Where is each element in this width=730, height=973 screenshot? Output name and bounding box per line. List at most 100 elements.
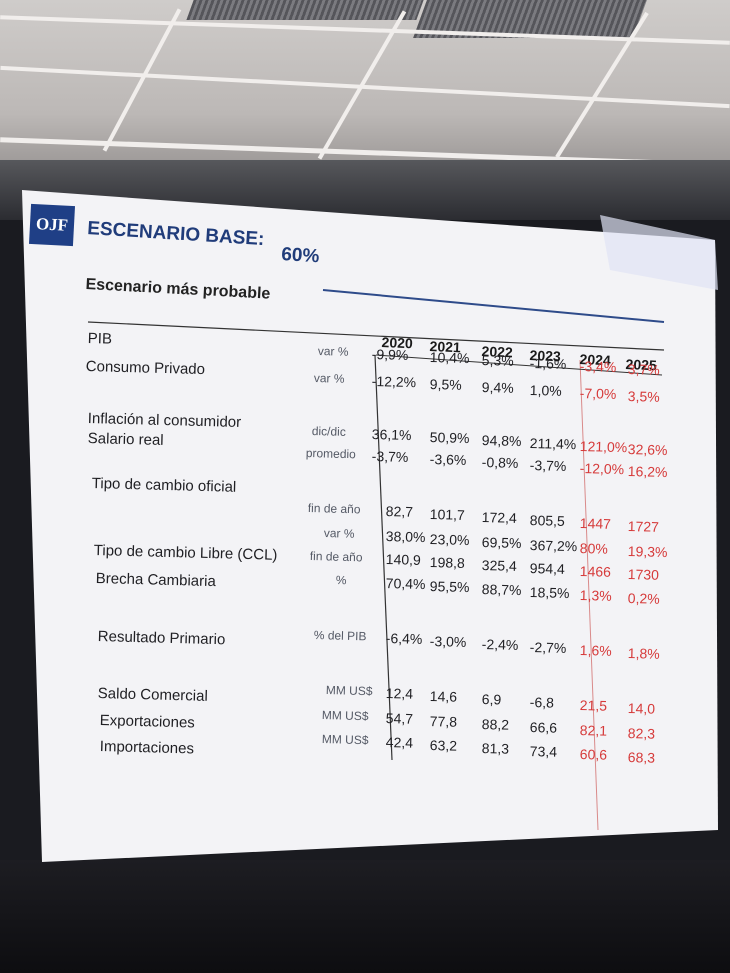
row-label: Consumo Privado xyxy=(85,358,206,379)
row-unit: promedio xyxy=(305,446,357,462)
row-unit: MM US$ xyxy=(321,732,369,748)
table-cell: 367,2% xyxy=(529,537,578,555)
table-cell: -7,0% xyxy=(579,385,617,402)
table-cell: 68,3 xyxy=(627,749,656,766)
row-unit: dic/dic xyxy=(311,424,347,439)
table-cell: 12,4 xyxy=(385,685,414,702)
table-cell: 82,7 xyxy=(385,503,414,520)
table-cell: 0,2% xyxy=(627,590,660,607)
table-cell: -3,7% xyxy=(371,448,409,465)
table-cell: 88,7% xyxy=(481,581,522,599)
table-cell: 21,5 xyxy=(579,697,608,714)
table-cell: -3,4% xyxy=(579,358,617,375)
table-cell: 95,5% xyxy=(429,578,470,596)
table-cell: -9,9% xyxy=(371,346,409,363)
table-cell: 63,2 xyxy=(429,737,458,754)
table-cell: 1447 xyxy=(579,515,612,532)
table-cell: 82,3 xyxy=(627,725,656,742)
table-cell: 42,4 xyxy=(385,734,414,751)
table-cell: -6,8 xyxy=(529,694,555,711)
ceiling xyxy=(0,0,730,190)
table-cell: 325,4 xyxy=(481,557,518,574)
table-cell: 94,8% xyxy=(481,432,522,450)
slide-percent: 60% xyxy=(280,244,320,268)
table-cell: 9,4% xyxy=(481,379,514,396)
table-cell: 1,0% xyxy=(529,382,562,399)
row-unit: % del PIB xyxy=(313,628,367,644)
audience-area xyxy=(0,860,730,973)
table-cell: 1466 xyxy=(579,563,612,580)
table-cell: 80% xyxy=(579,540,609,557)
row-label: Importaciones xyxy=(99,738,195,758)
table-cell: 805,5 xyxy=(529,512,566,529)
table-cell: 23,0% xyxy=(429,531,470,549)
table-cell: 1730 xyxy=(627,566,660,583)
table-cell: 32,6% xyxy=(627,441,668,459)
table-cell: 3,7% xyxy=(627,361,660,378)
glare xyxy=(600,215,718,290)
logo: OJF xyxy=(28,203,76,247)
row-label: Salario real xyxy=(87,430,164,449)
table-cell: -6,4% xyxy=(385,630,423,647)
table-cell: 77,8 xyxy=(429,713,458,730)
row-unit: var % xyxy=(317,344,349,359)
row-label: PIB xyxy=(87,330,113,348)
table-cell: 70,4% xyxy=(385,575,426,593)
row-label: Exportaciones xyxy=(99,712,196,732)
table-cell: 211,4% xyxy=(529,435,577,453)
row-label: Brecha Cambiaria xyxy=(95,570,217,591)
table-cell: 5,3% xyxy=(481,352,514,369)
table-cell: -12,0% xyxy=(579,460,625,478)
table-divider xyxy=(374,354,393,761)
row-unit: fin de año xyxy=(307,501,361,517)
table-cell: 954,4 xyxy=(529,560,566,577)
title-underline xyxy=(322,289,665,323)
table-cell: 121,0% xyxy=(579,438,628,456)
table-cell: 1,8% xyxy=(627,645,660,662)
table-top-rule xyxy=(87,321,665,351)
table-cell: 81,3 xyxy=(481,740,510,757)
table-cell: 69,5% xyxy=(481,534,522,552)
row-label: Saldo Comercial xyxy=(97,685,209,705)
table-cell: 1,6% xyxy=(579,642,612,659)
table-cell: 14,0 xyxy=(627,700,656,717)
projection-divider xyxy=(579,359,599,831)
table-cell: 140,9 xyxy=(385,551,422,568)
table-cell: 19,3% xyxy=(627,543,668,561)
table-cell: -1,6% xyxy=(529,355,567,372)
table-cell: 82,1 xyxy=(579,722,608,739)
table-cell: -3,6% xyxy=(429,451,467,468)
row-unit: MM US$ xyxy=(321,708,369,724)
table-cell: 9,5% xyxy=(429,376,462,393)
table-cell: 60,6 xyxy=(579,746,608,763)
row-unit: MM US$ xyxy=(325,683,373,699)
table-cell: 1727 xyxy=(627,518,660,535)
table-cell: 16,2% xyxy=(627,463,668,481)
table-cell: 36,1% xyxy=(371,426,412,444)
table-cell: 6,9 xyxy=(481,691,502,708)
row-unit: % xyxy=(335,573,347,588)
row-unit: var % xyxy=(313,371,345,386)
year-rule xyxy=(375,354,663,376)
table-cell: 66,6 xyxy=(529,719,558,736)
table-cell: -0,8% xyxy=(481,454,519,471)
table-cell: 1,3% xyxy=(579,587,612,604)
table-cell: 3,5% xyxy=(627,388,660,405)
table-cell: -12,2% xyxy=(371,373,417,391)
table-cell: 10,4% xyxy=(429,349,470,367)
slide-surface xyxy=(22,190,718,862)
table-cell: -2,7% xyxy=(529,639,567,656)
row-unit: var % xyxy=(323,526,355,541)
row-unit: fin de año xyxy=(309,549,363,565)
row-label: Resultado Primario xyxy=(97,628,226,649)
table-cell: -3,7% xyxy=(529,457,567,474)
table-cell: 198,8 xyxy=(429,554,466,571)
table-cell: 73,4 xyxy=(529,743,558,760)
table-cell: 54,7 xyxy=(385,710,414,727)
table-cell: -3,0% xyxy=(429,633,467,650)
table-cell: -2,4% xyxy=(481,636,519,653)
table-cell: 50,9% xyxy=(429,429,470,447)
table-cell: 14,6 xyxy=(429,688,458,705)
table-cell: 101,7 xyxy=(429,506,466,523)
